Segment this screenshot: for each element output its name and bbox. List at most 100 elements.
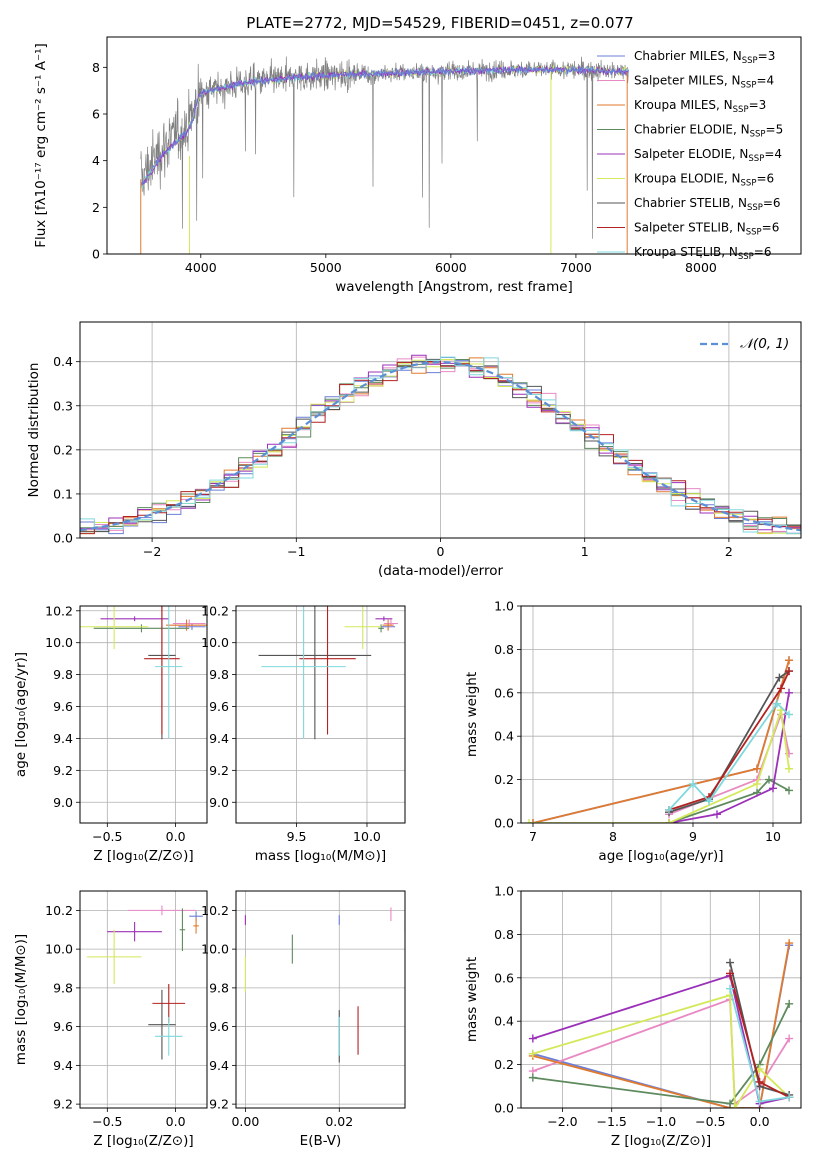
spectrum-xtick-label: 4000 bbox=[185, 260, 217, 275]
mass-vs-Z-ytick-label: 9.4 bbox=[53, 1058, 73, 1073]
age-vs-mass-ytick-label: 9.6 bbox=[209, 699, 229, 714]
mass-vs-ebv-ytick-label: 10.0 bbox=[201, 942, 229, 957]
age-vs-mass-xtick-label: 10.0 bbox=[353, 829, 381, 844]
age-vs-mass-ytick-label: 10.2 bbox=[201, 603, 229, 618]
mw-marker-kroupa_elodie bbox=[753, 779, 761, 788]
legend-sub: SSP bbox=[741, 179, 757, 189]
plots-layer: 4000 5000 6000 7000 8000 0 2 4 6 8 wavelength [Ang… bbox=[13, 36, 802, 1149]
mass-weight-vs-Z-ytick-label: 0.6 bbox=[494, 970, 514, 985]
spectrum-panel: 4000 5000 6000 7000 8000 0 2 4 6 8 wavelength [Ang… bbox=[33, 36, 802, 295]
legend-label-salpeter_miles: Salpeter MILES, NSSP=4 bbox=[634, 74, 774, 91]
mass-vs-ebv-plot-area bbox=[236, 891, 405, 1108]
mw-marker-chabrier_elodie bbox=[785, 999, 794, 1008]
legend-label-chabrier_miles: Chabrier MILES, NSSP=3 bbox=[634, 49, 775, 66]
legend-sub: SSP bbox=[746, 228, 762, 238]
mw-marker-kroupa_stelib bbox=[785, 1093, 794, 1102]
spectrum-ylabel: Flux [fλ10⁻¹⁷ erg cm⁻² s⁻¹ A⁻¹] bbox=[33, 43, 49, 248]
age-vs-Z-xtick-label: −0.5 bbox=[92, 829, 122, 844]
age-vs-mass-panel: 9.5 10.0 9.0 9.2 9.4 9.6 9.8 10.0 10.2 mass [log₁… bbox=[201, 603, 406, 864]
mw-marker-salpeter_elodie bbox=[528, 1034, 537, 1043]
residual-histogram-frame bbox=[79, 321, 802, 539]
mass-vs-Z-xtick-label: 0.0 bbox=[166, 1114, 186, 1129]
age-vs-Z-panel: −0.5 0.0 9.0 9.2 9.4 9.6 9.8 10.0 10.2 Z [log₁₀(Z… bbox=[13, 603, 208, 864]
age-vs-mass-xtick-label: 9.5 bbox=[287, 829, 307, 844]
age-vs-mass-plot-area bbox=[236, 606, 405, 823]
mass-vs-ebv-xlabel: E(B-V) bbox=[300, 1133, 342, 1149]
mw-marker-kroupa_elodie bbox=[665, 819, 673, 823]
legend-suffix: =6 bbox=[763, 196, 781, 210]
mw-marker-salpeter_stelib bbox=[755, 1077, 764, 1086]
residual-histogram-xlabel: (data-model)/error bbox=[378, 563, 504, 579]
spectrum-xtick-label: 5000 bbox=[310, 260, 342, 275]
legend-label-salpeter_stelib: Salpeter STELIB, NSSP=6 bbox=[634, 221, 779, 238]
residual-histogram-xtick-label: 0 bbox=[437, 544, 445, 559]
legend-sub: SSP bbox=[742, 56, 758, 66]
residual-histogram-ytick-label: 0.0 bbox=[53, 531, 73, 546]
mass-weight-vs-age-xtick-label: 9 bbox=[689, 829, 697, 844]
spectrum-ytick-label: 2 bbox=[92, 200, 100, 215]
spectrum-plot-area bbox=[140, 56, 629, 254]
mw-line-kroupa_elodie bbox=[532, 994, 790, 1108]
hist-step-salpeter_stelib bbox=[80, 361, 801, 535]
mw-marker-salpeter_stelib bbox=[785, 667, 793, 676]
age-vs-mass-ytick-label: 9.0 bbox=[209, 795, 229, 810]
residual-histogram-ytick-label: 0.2 bbox=[53, 442, 73, 457]
mass-weight-vs-Z-plot-area bbox=[521, 891, 801, 1108]
spectrum-legend: Chabrier MILES, NSSP=3 Salpeter MILES, NS… bbox=[597, 49, 783, 262]
age-vs-mass-ytick-label: 9.2 bbox=[209, 763, 229, 778]
age-vs-mass-ytick-label: 9.8 bbox=[209, 667, 229, 682]
mass-vs-Z-ytick-label: 9.8 bbox=[53, 980, 73, 995]
mass-weight-vs-Z-xtick-label: 0.0 bbox=[750, 1114, 770, 1129]
mass-weight-vs-age-panel: 7 8 9 10 0.0 0.2 0.4 0.6 0.8 1.0 age [log₁₀(age/yr… bbox=[464, 599, 802, 864]
mass-vs-Z-plot-area bbox=[80, 891, 207, 1108]
mass-weight-vs-age-ytick-label: 1.0 bbox=[494, 599, 514, 614]
mass-vs-ebv-ytick-label: 9.6 bbox=[209, 1019, 229, 1034]
mass-weight-vs-Z-xtick-label: −1.5 bbox=[597, 1114, 627, 1129]
age-vs-mass-xlabel: mass [log₁₀(M/M⊙)] bbox=[255, 848, 386, 864]
mass-weight-vs-Z-ytick-label: 0.4 bbox=[494, 1014, 514, 1029]
mass-weight-vs-age-xtick-label: 8 bbox=[609, 829, 617, 844]
legend-label-chabrier_elodie: Chabrier ELODIE, NSSP=5 bbox=[634, 123, 783, 140]
mass-weight-vs-Z-panel: −2.0 −1.5 −1.0 −0.5 0.0 0.0 0.2 0.4 0.6 0.8 1.0 Z [… bbox=[464, 884, 802, 1149]
age-vs-Z-ytick-label: 9.6 bbox=[53, 699, 73, 714]
mass-weight-vs-age-ytick-label: 0.2 bbox=[494, 772, 514, 787]
spectrum-ytick-label: 6 bbox=[92, 107, 100, 122]
mass-vs-Z-xlabel: Z [log₁₀(Z/Z⊙)] bbox=[93, 1133, 193, 1149]
age-vs-Z-ytick-label: 10.2 bbox=[45, 603, 73, 618]
mass-weight-vs-Z-frame bbox=[520, 890, 802, 1109]
mw-marker-kroupa_stelib bbox=[773, 699, 781, 708]
mw-marker-kroupa_stelib bbox=[689, 779, 697, 788]
mw-marker-salpeter_stelib bbox=[726, 969, 735, 978]
mass-weight-vs-age-ytick-label: 0.8 bbox=[494, 642, 514, 657]
legend-suffix: =3 bbox=[749, 98, 767, 112]
mass-weight-vs-Z-ytick-label: 0.8 bbox=[494, 927, 514, 942]
mw-marker-salpeter_stelib bbox=[777, 684, 785, 693]
mw-marker-chabrier_elodie bbox=[765, 775, 773, 784]
mw-marker-kroupa_miles bbox=[785, 939, 794, 948]
age-vs-mass-ytick-label: 10.0 bbox=[201, 635, 229, 650]
mw-marker-salpeter_elodie bbox=[713, 810, 721, 819]
mass-weight-vs-age-ytick-label: 0.6 bbox=[494, 685, 514, 700]
legend-label-kroupa_stelib: Kroupa STELIB, NSSP=6 bbox=[634, 245, 772, 262]
mw-marker-kroupa_miles bbox=[529, 819, 537, 823]
mass-weight-vs-age-ytick-label: 0.0 bbox=[494, 816, 514, 831]
spectrum-xlabel: wavelength [Angstrom, rest frame] bbox=[335, 279, 573, 295]
spectrum-ytick-label: 4 bbox=[92, 153, 100, 168]
spectrum-model-chabrier_miles bbox=[140, 64, 629, 186]
age-vs-Z-ytick-label: 10.0 bbox=[45, 635, 73, 650]
mass-weight-vs-age-xlabel: age [log₁₀(age/yr)] bbox=[598, 848, 723, 864]
mass-vs-ebv-xtick-label: 0.00 bbox=[231, 1114, 259, 1129]
residual-histogram-xtick-label: 2 bbox=[725, 544, 733, 559]
mass-vs-ebv-frame bbox=[235, 890, 406, 1109]
mass-weight-vs-Z-xtick-label: −2.0 bbox=[547, 1114, 577, 1129]
residual-histogram-xtick-label: −1 bbox=[287, 544, 305, 559]
mass-vs-ebv-ytick-label: 9.8 bbox=[209, 980, 229, 995]
mass-weight-vs-age-frame bbox=[520, 605, 802, 824]
mw-marker-kroupa_elodie bbox=[785, 764, 793, 773]
mw-line-chabrier_stelib bbox=[668, 670, 790, 813]
mw-marker-kroupa_elodie bbox=[528, 1049, 537, 1058]
mw-marker-kroupa_miles bbox=[785, 656, 793, 665]
legend-sub: SSP bbox=[750, 130, 766, 140]
figure-title: PLATE=2772, MJD=54529, FIBERID=0451, z=0… bbox=[246, 14, 633, 32]
